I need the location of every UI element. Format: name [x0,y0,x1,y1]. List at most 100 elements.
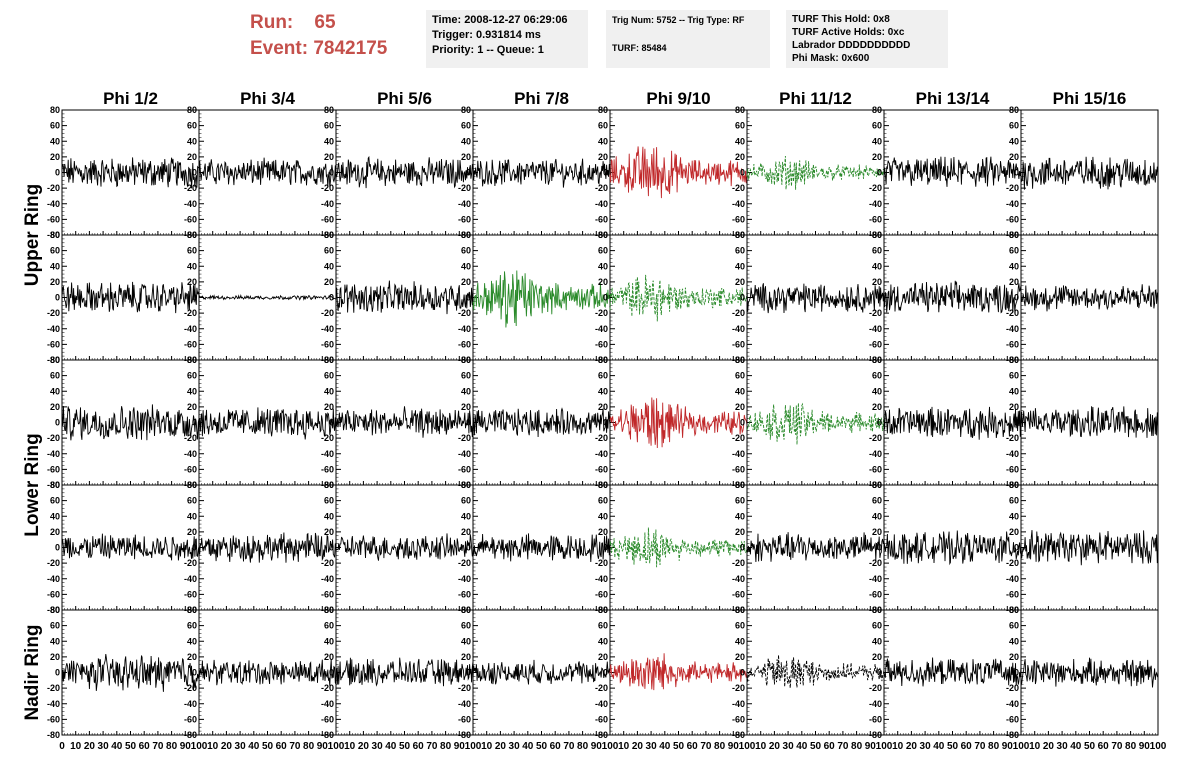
y-tick-label: 40 [735,136,745,146]
y-tick-label: 0 [740,543,745,553]
column-title: Phi 7/8 [514,89,569,108]
column-title: Phi 9/10 [646,89,710,108]
y-tick-label: 80 [598,230,608,240]
y-tick-label: 60 [461,371,471,381]
y-tick-label: -20 [47,558,60,568]
y-tick-label: -80 [47,355,60,365]
y-tick-label: -20 [47,683,60,693]
x-tick-label: 80 [303,741,315,752]
x-tick-label: 70 [700,741,712,752]
x-tick-label: 30 [783,741,795,752]
y-tick-label: 80 [324,230,334,240]
x-tick-label: 50 [810,741,822,752]
y-tick-label: -20 [184,683,197,693]
y-tick-label: 20 [187,402,197,412]
y-tick-label: -20 [321,308,334,318]
y-tick-label: 80 [461,105,471,115]
y-tick-label: -40 [595,699,608,709]
y-tick-label: 20 [872,277,882,287]
y-tick-label: 60 [598,246,608,256]
y-tick-label: 40 [461,386,471,396]
y-tick-label: -40 [47,199,60,209]
x-tick-label: 10 [481,741,493,752]
y-tick-label: 0 [329,168,334,178]
y-tick-label: 40 [50,136,60,146]
x-tick-label: 90 [591,741,603,752]
y-tick-label: 80 [461,480,471,490]
y-tick-label: -40 [732,699,745,709]
y-tick-label: 60 [872,496,882,506]
y-tick-label: -80 [595,730,608,740]
y-tick-label: 40 [187,636,197,646]
y-tick-label: 20 [1009,277,1019,287]
y-tick-label: -60 [47,464,60,474]
y-tick-label: 20 [1009,152,1019,162]
y-tick-label: 20 [461,277,471,287]
ring-label: Upper Ring [22,184,43,286]
y-tick-label: 80 [872,355,882,365]
y-tick-label: 40 [187,386,197,396]
y-tick-label: -20 [1006,433,1019,443]
y-tick-label: 60 [872,371,882,381]
y-tick-label: -60 [869,714,882,724]
waveform-trace [609,527,748,568]
x-tick-label: 20 [358,741,370,752]
y-tick-label: -60 [595,589,608,599]
y-tick-label: -40 [869,699,882,709]
y-tick-label: -20 [1006,183,1019,193]
y-tick-label: 20 [872,527,882,537]
y-tick-label: 40 [324,511,334,521]
y-tick-label: -60 [184,714,197,724]
y-tick-label: 0 [740,418,745,428]
y-tick-label: -40 [1006,699,1019,709]
y-tick-label: -20 [458,558,471,568]
y-tick-label: 20 [324,277,334,287]
y-tick-label: -80 [321,730,334,740]
y-tick-label: 0 [192,418,197,428]
x-tick-label: 100 [1013,741,1030,752]
y-tick-label: 60 [872,246,882,256]
y-tick-label: 60 [735,496,745,506]
y-tick-label: 0 [740,293,745,303]
y-tick-label: -60 [869,339,882,349]
y-tick-label: 40 [50,511,60,521]
y-tick-label: -60 [732,464,745,474]
y-tick-label: -40 [184,199,197,209]
y-tick-label: 0 [55,543,60,553]
y-tick-label: -20 [732,433,745,443]
y-tick-label: 60 [1009,371,1019,381]
y-tick-label: 20 [1009,402,1019,412]
y-tick-label: 0 [329,668,334,678]
y-tick-label: 40 [872,136,882,146]
y-tick-label: 60 [598,371,608,381]
y-tick-label: -20 [47,433,60,443]
y-tick-label: 80 [735,230,745,240]
y-tick-label: 80 [1009,605,1019,615]
y-tick-label: -40 [458,449,471,459]
waveform-trace [1020,406,1159,438]
x-tick-label: 50 [673,741,685,752]
waveform-trace [61,281,200,314]
x-tick-label: 80 [1125,741,1137,752]
x-tick-label: 70 [974,741,986,752]
waveform-trace [1020,156,1159,190]
y-tick-label: 0 [1014,543,1019,553]
y-tick-label: -60 [458,589,471,599]
y-tick-label: -60 [869,589,882,599]
y-tick-label: -40 [458,574,471,584]
y-tick-label: 40 [324,386,334,396]
y-tick-label: 20 [50,402,60,412]
x-tick-label: 10 [70,741,82,752]
y-tick-label: -80 [47,230,60,240]
y-tick-label: -20 [47,183,60,193]
y-tick-label: 20 [735,402,745,412]
y-tick-label: 80 [324,355,334,365]
y-tick-label: -20 [595,558,608,568]
event-line: Event: 7842175 [250,36,420,62]
y-tick-label: 60 [50,621,60,631]
y-tick-label: -60 [321,464,334,474]
waveform-trace [198,659,337,686]
waveform-trace [335,280,474,315]
column-title: Phi 1/2 [103,89,158,108]
